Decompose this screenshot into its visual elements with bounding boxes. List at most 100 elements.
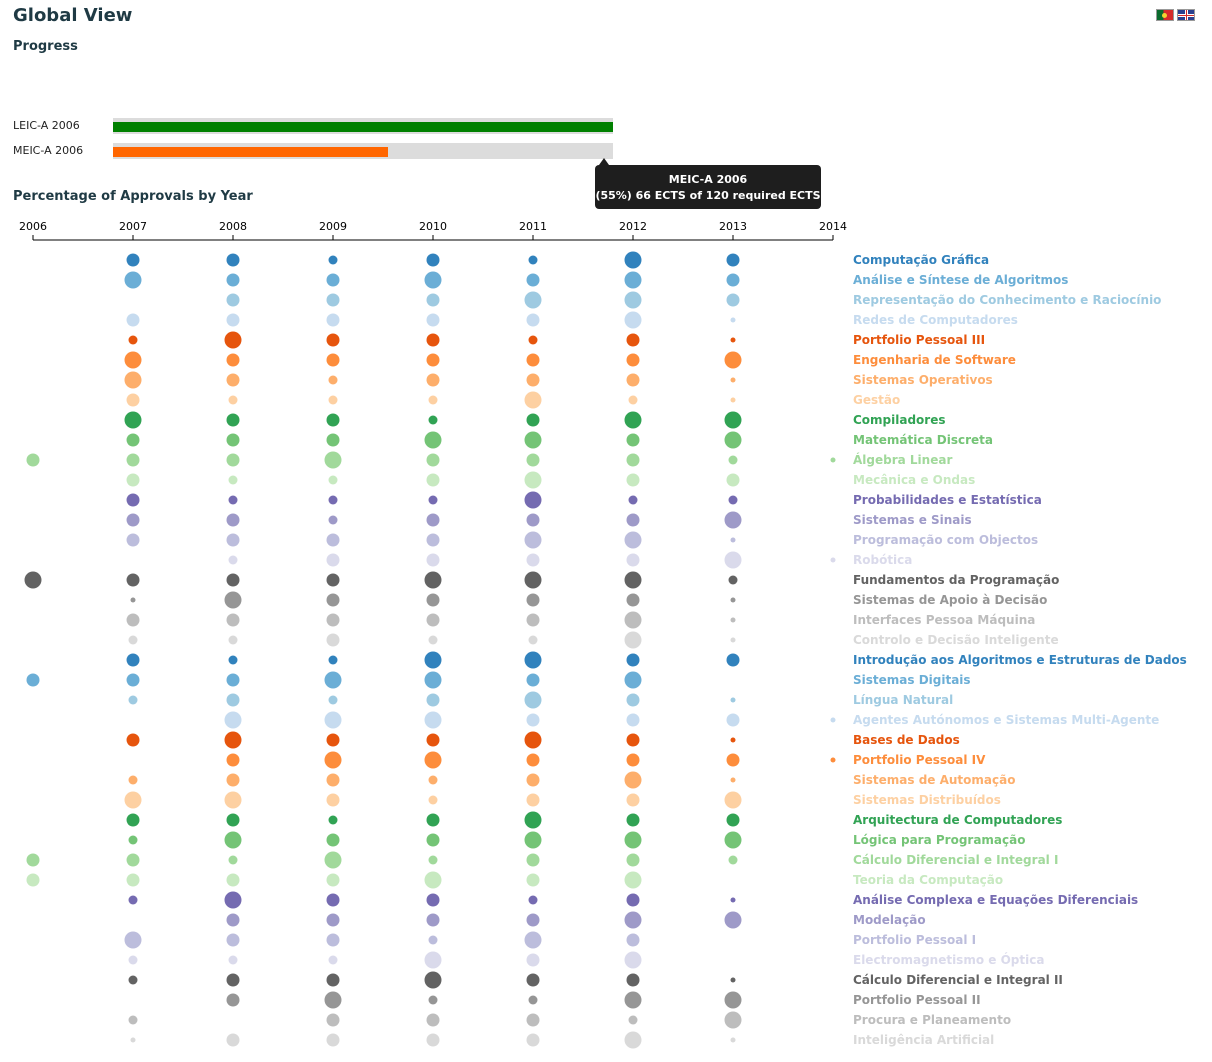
data-point[interactable] [326, 733, 340, 747]
data-point[interactable] [726, 293, 740, 307]
data-point[interactable] [326, 333, 340, 347]
data-point[interactable] [728, 575, 738, 585]
data-point[interactable] [226, 693, 240, 707]
data-point[interactable] [428, 415, 438, 425]
data-point[interactable] [326, 433, 340, 447]
data-point[interactable] [624, 271, 642, 289]
data-point[interactable] [226, 413, 240, 427]
data-point[interactable] [128, 695, 138, 705]
data-point[interactable] [424, 571, 442, 589]
pt-flag-icon[interactable] [1156, 9, 1174, 21]
data-point[interactable] [128, 1015, 138, 1025]
data-point[interactable] [830, 757, 836, 763]
data-point[interactable] [326, 973, 340, 987]
data-point[interactable] [624, 611, 642, 629]
data-point[interactable] [624, 631, 642, 649]
data-point[interactable] [426, 473, 440, 487]
course-label[interactable]: Análise e Síntese de Algoritmos [853, 273, 1068, 287]
data-point[interactable] [728, 495, 738, 505]
course-label[interactable]: Portfolio Pessoal III [853, 333, 985, 347]
course-label[interactable]: Sistemas Digitais [853, 673, 971, 687]
course-label[interactable]: Agentes Autónomos e Sistemas Multi-Agent… [853, 713, 1159, 727]
data-point[interactable] [526, 273, 540, 287]
data-point[interactable] [626, 373, 640, 387]
data-point[interactable] [424, 431, 442, 449]
data-point[interactable] [324, 671, 342, 689]
data-point[interactable] [428, 995, 438, 1005]
data-point[interactable] [624, 911, 642, 929]
data-point[interactable] [328, 655, 338, 665]
course-label[interactable]: Programação com Objectos [853, 533, 1038, 547]
data-point[interactable] [328, 695, 338, 705]
data-point[interactable] [428, 855, 438, 865]
data-point[interactable] [426, 893, 440, 907]
data-point[interactable] [424, 711, 442, 729]
data-point[interactable] [326, 353, 340, 367]
data-point[interactable] [626, 793, 640, 807]
course-label[interactable]: Portfolio Pessoal IV [853, 753, 986, 767]
data-point[interactable] [526, 973, 540, 987]
data-point[interactable] [524, 731, 542, 749]
data-point[interactable] [526, 773, 540, 787]
data-point[interactable] [226, 353, 240, 367]
data-point[interactable] [730, 317, 736, 323]
data-point[interactable] [128, 895, 138, 905]
course-label[interactable]: Portfolio Pessoal II [853, 993, 981, 1007]
data-point[interactable] [730, 617, 736, 623]
data-point[interactable] [226, 973, 240, 987]
data-point[interactable] [326, 313, 340, 327]
data-point[interactable] [124, 791, 142, 809]
data-point[interactable] [628, 495, 638, 505]
data-point[interactable] [730, 537, 736, 543]
data-point[interactable] [528, 895, 538, 905]
course-label[interactable]: Interfaces Pessoa Máquina [853, 613, 1035, 627]
data-point[interactable] [726, 473, 740, 487]
data-point[interactable] [326, 933, 340, 947]
data-point[interactable] [426, 613, 440, 627]
data-point[interactable] [624, 311, 642, 329]
data-point[interactable] [724, 791, 742, 809]
data-point[interactable] [226, 453, 240, 467]
uk-flag-icon[interactable] [1177, 9, 1195, 21]
data-point[interactable] [724, 411, 742, 429]
data-point[interactable] [326, 1033, 340, 1047]
data-point[interactable] [730, 897, 736, 903]
data-point[interactable] [626, 553, 640, 567]
data-point[interactable] [324, 451, 342, 469]
course-label[interactable]: Redes de Computadores [853, 313, 1018, 327]
data-point[interactable] [228, 955, 238, 965]
data-point[interactable] [426, 693, 440, 707]
data-point[interactable] [124, 371, 142, 389]
data-point[interactable] [730, 337, 736, 343]
data-point[interactable] [324, 711, 342, 729]
data-point[interactable] [626, 813, 640, 827]
data-point[interactable] [126, 853, 140, 867]
data-point[interactable] [128, 975, 138, 985]
data-point[interactable] [326, 533, 340, 547]
data-point[interactable] [428, 795, 438, 805]
data-point[interactable] [726, 813, 740, 827]
course-label[interactable]: Introdução aos Algoritmos e Estruturas d… [853, 653, 1187, 667]
data-point[interactable] [128, 835, 138, 845]
data-point[interactable] [624, 671, 642, 689]
data-point[interactable] [326, 593, 340, 607]
data-point[interactable] [326, 273, 340, 287]
data-point[interactable] [226, 573, 240, 587]
data-point[interactable] [426, 593, 440, 607]
course-label[interactable]: Portfolio Pessoal I [853, 933, 976, 947]
data-point[interactable] [126, 493, 140, 507]
course-label[interactable]: Mecânica e Ondas [853, 473, 975, 487]
data-point[interactable] [126, 513, 140, 527]
data-point[interactable] [730, 1037, 736, 1043]
data-point[interactable] [226, 613, 240, 627]
data-point[interactable] [126, 473, 140, 487]
course-label[interactable]: Probabilidades e Estatística [853, 493, 1042, 507]
course-label[interactable]: Electromagnetismo e Óptica [853, 952, 1044, 967]
data-point[interactable] [728, 855, 738, 865]
course-label[interactable]: Análise Complexa e Equações Diferenciais [853, 893, 1138, 907]
data-point[interactable] [130, 597, 136, 603]
data-point[interactable] [528, 255, 538, 265]
data-point[interactable] [526, 613, 540, 627]
data-point[interactable] [226, 273, 240, 287]
course-label[interactable]: Álgebra Linear [853, 452, 952, 467]
